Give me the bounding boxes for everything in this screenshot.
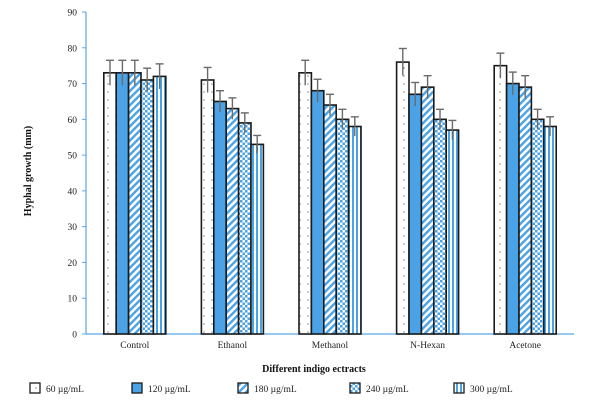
- legend: 60 µg/mL 120 µg/mL 180 µg/mL 240 µg/mL 300 µ…: [29, 382, 513, 395]
- bar: [250, 143, 265, 335]
- bar: [127, 72, 142, 335]
- y-tick-label: 80: [68, 44, 78, 54]
- legend-label: 300 µg/mL: [470, 385, 513, 395]
- y-tick-label: 20: [68, 259, 78, 269]
- bar: [395, 61, 410, 335]
- bar: [310, 89, 325, 335]
- bar: [225, 107, 240, 335]
- bar: [213, 100, 228, 335]
- bar: [152, 75, 167, 335]
- bar: [445, 129, 460, 335]
- legend-swatch: [349, 382, 361, 394]
- y-axis-title: Hyphal growth (mm): [23, 126, 34, 216]
- legend-swatch: [237, 382, 249, 394]
- x-tick-label: Methanol: [312, 341, 349, 351]
- bar: [432, 118, 447, 335]
- bar: [140, 79, 155, 335]
- bar: [420, 86, 435, 335]
- bar: [530, 118, 545, 335]
- bar: [237, 122, 252, 335]
- y-tick-label: 70: [68, 80, 78, 90]
- bar: [542, 125, 557, 335]
- bar: [322, 104, 337, 335]
- legend-label: 180 µg/mL: [254, 385, 297, 395]
- x-tick-label: N-Hexan: [410, 341, 445, 351]
- x-tick-label: Acetone: [509, 341, 541, 351]
- bar: [115, 72, 130, 335]
- bar: [298, 72, 313, 335]
- y-tick-label: 90: [68, 9, 78, 19]
- y-tick-label: 40: [68, 187, 78, 197]
- y-axis: 0 10 20 30 40 50 60 70 80 90: [68, 9, 87, 341]
- legend-swatch: [29, 382, 41, 394]
- x-tick-label: Ethanol: [218, 341, 248, 351]
- bar: [518, 86, 533, 335]
- legend-label: 60 µg/mL: [46, 385, 84, 395]
- x-axis: Control Ethanol Methanol N-Hexan Acetone: [86, 333, 574, 351]
- y-tick-label: 0: [72, 331, 77, 341]
- bar: [493, 64, 508, 335]
- legend-label: 120 µg/mL: [148, 385, 191, 395]
- bar: [103, 72, 118, 335]
- error-bars: [106, 47, 554, 154]
- bar: [347, 125, 362, 335]
- bar: [335, 118, 350, 335]
- legend-swatch: [131, 382, 143, 394]
- y-tick-label: 50: [68, 152, 78, 162]
- bar: [200, 79, 215, 335]
- legend-label: 240 µg/mL: [366, 385, 409, 395]
- legend-swatch: [453, 382, 465, 394]
- y-tick-label: 60: [68, 116, 78, 126]
- bar: [505, 82, 520, 335]
- x-axis-title: Different indigo ectracts: [262, 364, 366, 375]
- y-tick-label: 10: [68, 295, 78, 305]
- y-tick-label: 30: [68, 223, 78, 233]
- bar: [408, 93, 423, 335]
- x-tick-label: Control: [120, 341, 149, 351]
